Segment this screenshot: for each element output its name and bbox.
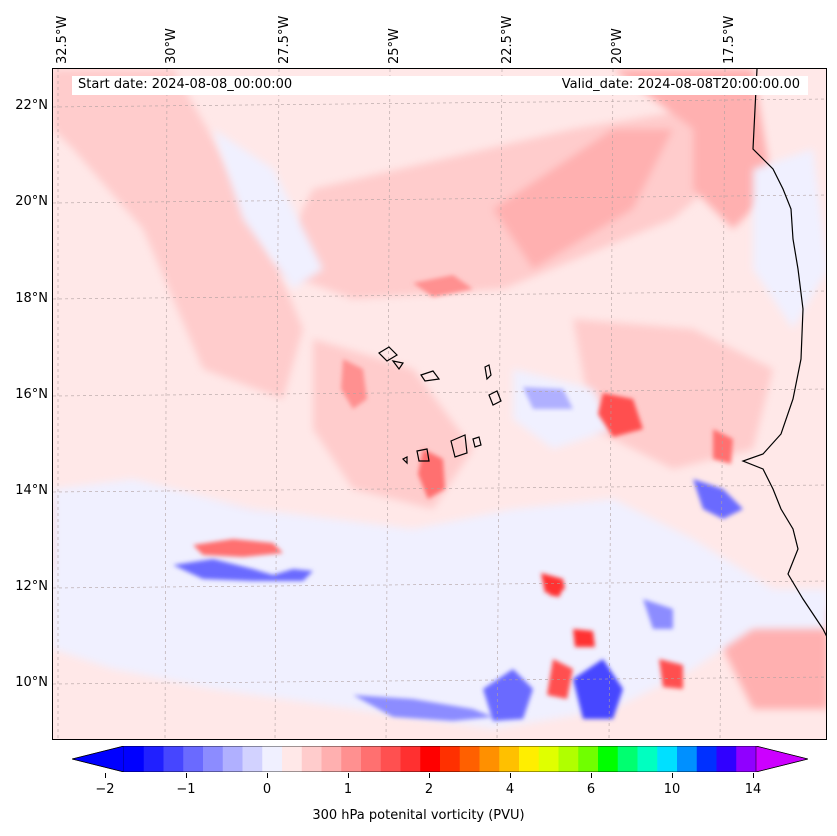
cb-tickmark <box>348 773 349 778</box>
lon-label-25w: 25°W <box>387 28 402 64</box>
cb-tickmark <box>186 773 187 778</box>
cb-tickmark <box>429 773 430 778</box>
cb-tickmark <box>267 773 268 778</box>
colorbar-swatch <box>677 746 698 772</box>
colorbar-swatch <box>262 746 283 772</box>
colorbar-swatch <box>143 746 164 772</box>
colorbar-swatch <box>222 746 243 772</box>
lat-label-20n: 20°N <box>15 194 48 209</box>
pv-contour-field <box>53 69 826 739</box>
start-date: Start date: 2024-08-08_00:00:00 <box>78 77 293 92</box>
lon-label-22-5w: 22.5°W <box>500 15 515 64</box>
colorbar-swatch <box>716 746 737 772</box>
colorbar <box>72 746 808 772</box>
colorbar-swatch <box>558 746 579 772</box>
coastline <box>741 69 826 637</box>
colorbar-swatch <box>282 746 303 772</box>
pv-map[interactable] <box>52 68 827 740</box>
colorbar-swatch <box>341 746 362 772</box>
colorbar-swatch <box>617 746 638 772</box>
colorbar-swatch <box>400 746 421 772</box>
colorbar-swatch <box>163 746 184 772</box>
cb-tick-label: 14 <box>744 782 762 797</box>
colorbar-swatch <box>420 746 441 772</box>
cb-tick-label: −2 <box>95 782 115 797</box>
lon-label-32-5w: 32.5°W <box>55 15 70 64</box>
colorbar-max-extension <box>755 746 808 772</box>
cb-tick-label: 1 <box>343 782 353 797</box>
colorbar-swatch <box>578 746 599 772</box>
lat-label-22n: 22°N <box>15 98 48 113</box>
cb-tickmark <box>510 773 511 778</box>
cb-tickmark <box>753 773 754 778</box>
lat-label-14n: 14°N <box>15 483 48 498</box>
pv-negative-regions <box>173 387 743 721</box>
colorbar-swatch <box>479 746 500 772</box>
colorbar-swatch <box>538 746 559 772</box>
cb-tickmark <box>672 773 673 778</box>
cb-tickmark <box>591 773 592 778</box>
graticule <box>53 69 826 739</box>
cape-verde-islands <box>378 346 502 465</box>
lon-label-20w: 20°W <box>610 28 625 64</box>
lat-label-18n: 18°N <box>15 291 48 306</box>
colorbar-swatch <box>321 746 342 772</box>
colorbar-min-extension <box>72 746 125 772</box>
colorbar-swatch <box>459 746 480 772</box>
colorbar-swatch <box>203 746 224 772</box>
lat-label-10n: 10°N <box>15 675 48 690</box>
colorbar-swatch <box>519 746 540 772</box>
lat-label-16n: 16°N <box>15 387 48 402</box>
pv-high-positive-regions <box>193 275 733 699</box>
colorbar-swatch <box>637 746 658 772</box>
colorbar-swatch <box>301 746 322 772</box>
colorbar-label: 300 hPa potenital vorticity (PVU) <box>312 808 525 823</box>
cb-tickmark <box>105 773 106 778</box>
colorbar-swatch <box>124 746 145 772</box>
colorbar-swatch <box>696 746 717 772</box>
cb-tick-label: −1 <box>176 782 196 797</box>
colorbar-swatch <box>598 746 619 772</box>
date-info-bar: Start date: 2024-08-08_00:00:00 Valid_da… <box>72 76 808 95</box>
cb-tick-label: 4 <box>505 782 515 797</box>
colorbar-swatch <box>183 746 204 772</box>
colorbar-swatch <box>736 746 757 772</box>
colorbar-swatch <box>361 746 382 772</box>
colorbar-swatch <box>657 746 678 772</box>
colorbar-swatch <box>242 746 263 772</box>
lon-label-30w: 30°W <box>164 28 179 64</box>
colorbar-swatch <box>499 746 520 772</box>
colorbar-swatch <box>380 746 401 772</box>
lat-label-12n: 12°N <box>15 579 48 594</box>
cb-tick-label: 10 <box>663 782 681 797</box>
valid-date: Valid_date: 2024-08-08T20:00:00.00 <box>561 77 800 92</box>
lon-label-27-5w: 27.5°W <box>277 15 292 64</box>
cb-tick-label: 6 <box>586 782 596 797</box>
cb-tick-label: 2 <box>424 782 434 797</box>
lon-label-17-5w: 17.5°W <box>722 15 737 64</box>
cb-tick-label: 0 <box>262 782 272 797</box>
colorbar-swatch <box>440 746 461 772</box>
